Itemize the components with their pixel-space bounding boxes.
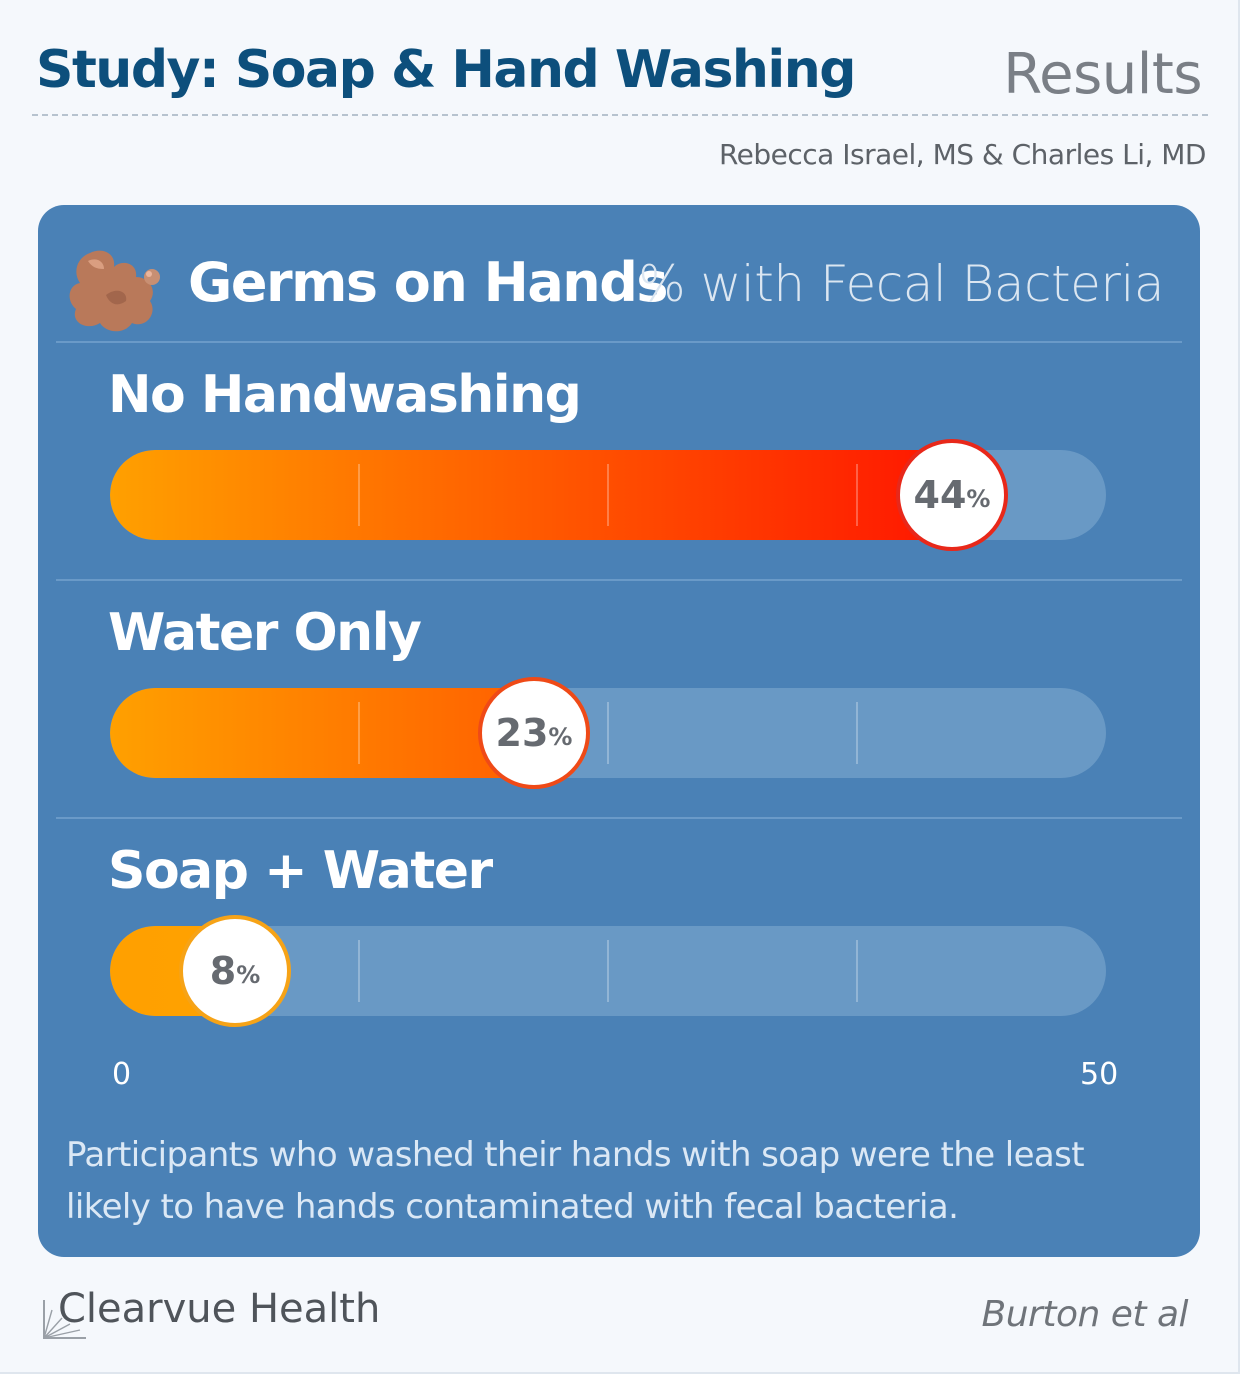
value-label: 44 — [913, 473, 967, 517]
bar-track — [110, 688, 1106, 778]
authors: Rebecca Israel, MS & Charles Li, MD — [718, 138, 1207, 171]
percent-sign: % — [236, 961, 261, 989]
gridline — [607, 702, 609, 764]
page-title: Study: Soap & Hand Washing — [36, 40, 856, 100]
category-label: Water Only — [108, 603, 422, 663]
gridline — [607, 940, 609, 1002]
row-separator — [56, 579, 1182, 581]
gridline — [856, 940, 858, 1002]
gridline — [358, 940, 360, 1002]
value-badge: 44% — [896, 439, 1008, 551]
gridline — [358, 464, 360, 526]
value-label: 23 — [495, 711, 549, 755]
gridline — [856, 464, 858, 526]
unit-label: % with Fecal Bacteria — [638, 255, 1164, 313]
row-separator — [56, 817, 1182, 819]
footnote: Participants who washed their hands with… — [66, 1135, 1085, 1227]
chart-card: Germs on Hands % with Fecal Bacteria Par… — [38, 205, 1200, 1257]
percent-sign: % — [548, 723, 573, 751]
gridline — [856, 702, 858, 764]
category-label: Soap + Water — [108, 841, 493, 901]
row-separator — [56, 341, 1182, 343]
gridline — [358, 702, 360, 764]
card-title: Germs on Hands — [188, 251, 669, 314]
germ-icon — [69, 250, 160, 332]
header-divider — [32, 114, 1208, 116]
gridline — [607, 464, 609, 526]
value-label: 8 — [209, 949, 237, 993]
brand-name: Clearvue Health — [58, 1286, 381, 1332]
category-label: No Handwashing — [108, 365, 582, 425]
bar — [110, 450, 986, 540]
source-citation: Burton et al — [981, 1294, 1189, 1335]
value-badge: 8% — [179, 915, 291, 1027]
logo-icon — [43, 1300, 86, 1339]
value-badge: 23% — [478, 677, 590, 789]
axis-max-label: 50 — [1080, 1057, 1119, 1092]
section-label: Results — [1003, 42, 1202, 107]
percent-sign: % — [966, 485, 991, 513]
axis-min-label: 0 — [112, 1057, 132, 1092]
